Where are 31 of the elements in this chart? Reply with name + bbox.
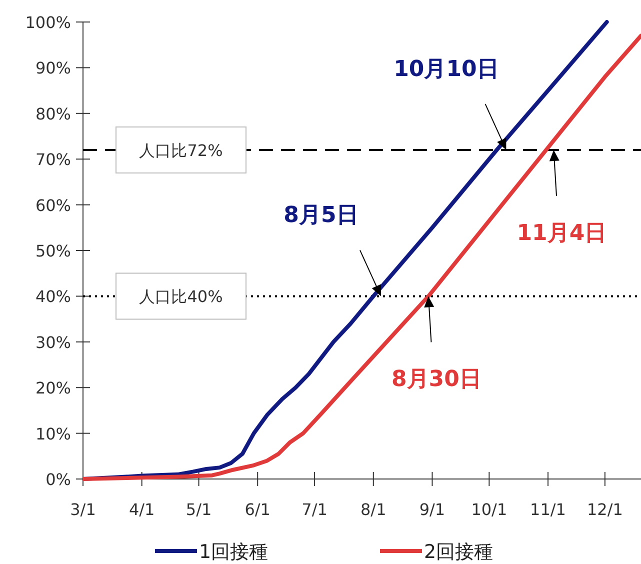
- y-tick-label: 50%: [35, 242, 71, 260]
- x-tick-label: 9/1: [419, 500, 446, 519]
- x-tick-label: 10/1: [471, 500, 508, 519]
- annotation: 11月4日: [516, 220, 607, 246]
- y-tick-label: 90%: [35, 58, 71, 78]
- x-tick-label: 4/1: [128, 500, 155, 519]
- ref-label: 人口比72%: [116, 126, 246, 174]
- legend-label: 2回接種: [424, 541, 494, 563]
- x-tick-label: 3/1: [70, 500, 96, 519]
- x-tick-label: 8/1: [360, 500, 386, 519]
- y-tick-label: 60%: [35, 196, 71, 215]
- ref-line-label: 人口比40%: [139, 287, 223, 306]
- y-tick-label: 0%: [46, 470, 71, 489]
- y-tick-label: 80%: [35, 104, 71, 124]
- x-tick-label: 11/1: [530, 500, 566, 519]
- ref-line-label: 人口比72%: [139, 140, 223, 160]
- y-tick-label: 70%: [35, 150, 71, 170]
- y-tick-label: 30%: [35, 332, 71, 352]
- legend-label: 1回接種: [199, 541, 268, 563]
- y-tick-label: 40%: [35, 287, 71, 306]
- x-tick-label: 12/1: [586, 500, 623, 519]
- ref-label: 人口比40%: [116, 272, 246, 320]
- annotation: 8月30日: [391, 367, 482, 392]
- y-tick-label: 100%: [25, 13, 71, 32]
- annotation: 10月10日: [394, 56, 499, 82]
- y-tick-label: 10%: [35, 424, 71, 444]
- x-tick-label: 6/1: [244, 500, 270, 519]
- annotation: 8月5日: [284, 203, 358, 228]
- x-tick-label: 7/1: [302, 500, 328, 519]
- x-tick-label: 5/1: [186, 500, 212, 519]
- y-tick-label: 20%: [35, 378, 71, 398]
